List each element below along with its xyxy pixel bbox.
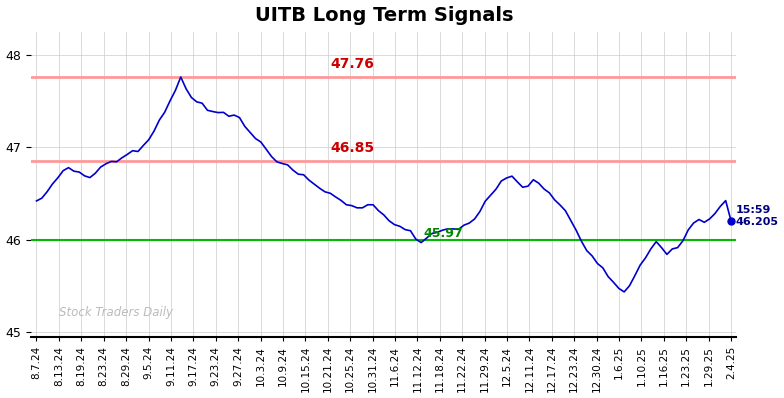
Text: 47.76: 47.76 [330,57,374,71]
Title: UITB Long Term Signals: UITB Long Term Signals [255,6,513,25]
Text: 15:59
46.205: 15:59 46.205 [735,205,779,227]
Text: 46.85: 46.85 [330,141,375,155]
Text: Stock Traders Daily: Stock Traders Daily [60,306,173,319]
Text: 45.97: 45.97 [424,227,463,240]
